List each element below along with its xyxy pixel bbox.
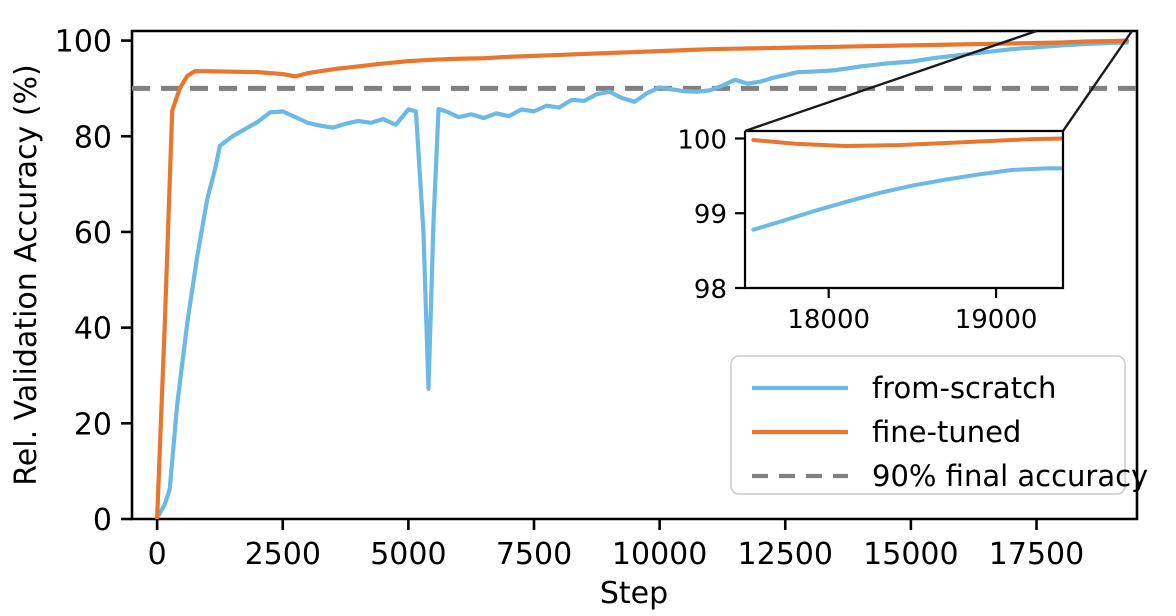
legend-item-fine-tuned[interactable]: fine-tuned <box>752 415 1021 449</box>
legend-background <box>730 355 1126 495</box>
inset-background <box>746 132 1062 287</box>
main-plot-area <box>132 38 1137 519</box>
y-tick-label: 100 <box>55 25 112 60</box>
x-axis-ticks <box>155 519 1038 530</box>
y-tick-label: 60 <box>74 216 112 251</box>
y-axis-ticks <box>121 39 132 521</box>
inset-x-tick-label: 19000 <box>955 305 1038 335</box>
inset-x-axis-tick-labels: 18000 19000 <box>787 305 1037 335</box>
x-tick-label: 12500 <box>738 537 833 572</box>
x-tick-label: 0 <box>148 537 167 572</box>
y-axis-title: Rel. Validation Accuracy (%) <box>9 64 44 485</box>
legend-item-threshold[interactable]: 90% final accuracy <box>752 459 1148 493</box>
inset-y-tick-label: 99 <box>694 200 727 230</box>
x-tick-label: 5000 <box>370 537 446 572</box>
x-tick-label: 7500 <box>496 537 572 572</box>
legend: from-scratch fine-tuned 90% final accura… <box>730 355 1148 495</box>
legend-item-from-scratch[interactable]: from-scratch <box>752 371 1056 405</box>
inset-x-tick-label: 18000 <box>787 305 870 335</box>
inset-x-axis-ticks <box>827 288 998 298</box>
inset-axes: 18000 19000 98 99 100 <box>677 125 1065 335</box>
series-line-fine-tuned <box>155 38 1130 519</box>
x-tick-label: 10000 <box>612 537 707 572</box>
main-axes-frame <box>130 29 1139 521</box>
y-tick-label: 80 <box>74 120 112 155</box>
inset-series-line-from-scratch <box>751 166 1063 232</box>
y-tick-label: 0 <box>93 503 112 538</box>
y-axis-tick-labels: 0 20 40 60 80 100 <box>55 25 112 538</box>
inset-y-tick-label: 100 <box>677 125 727 155</box>
x-axis-tick-labels: 0 2500 5000 7500 10000 12500 15000 17500 <box>148 537 1085 572</box>
y-tick-label: 20 <box>74 407 112 442</box>
x-tick-label: 2500 <box>245 537 321 572</box>
legend-label-threshold: 90% final accuracy <box>872 459 1148 493</box>
y-tick-label: 40 <box>74 312 112 347</box>
inset-y-tick-label: 98 <box>694 275 727 305</box>
inset-series-line-fine-tuned <box>751 136 1063 148</box>
inset-y-axis-tick-labels: 98 99 100 <box>677 125 727 305</box>
inset-connector-lines <box>744 29 1133 133</box>
legend-label-fine-tuned: fine-tuned <box>872 415 1021 449</box>
inset-y-axis-ticks <box>735 137 745 290</box>
x-tick-label: 15000 <box>863 537 958 572</box>
x-tick-label: 17500 <box>989 537 1084 572</box>
legend-label-from-scratch: from-scratch <box>872 371 1056 405</box>
series-line-from-scratch <box>155 40 1130 519</box>
x-axis-title: Step <box>600 576 668 611</box>
